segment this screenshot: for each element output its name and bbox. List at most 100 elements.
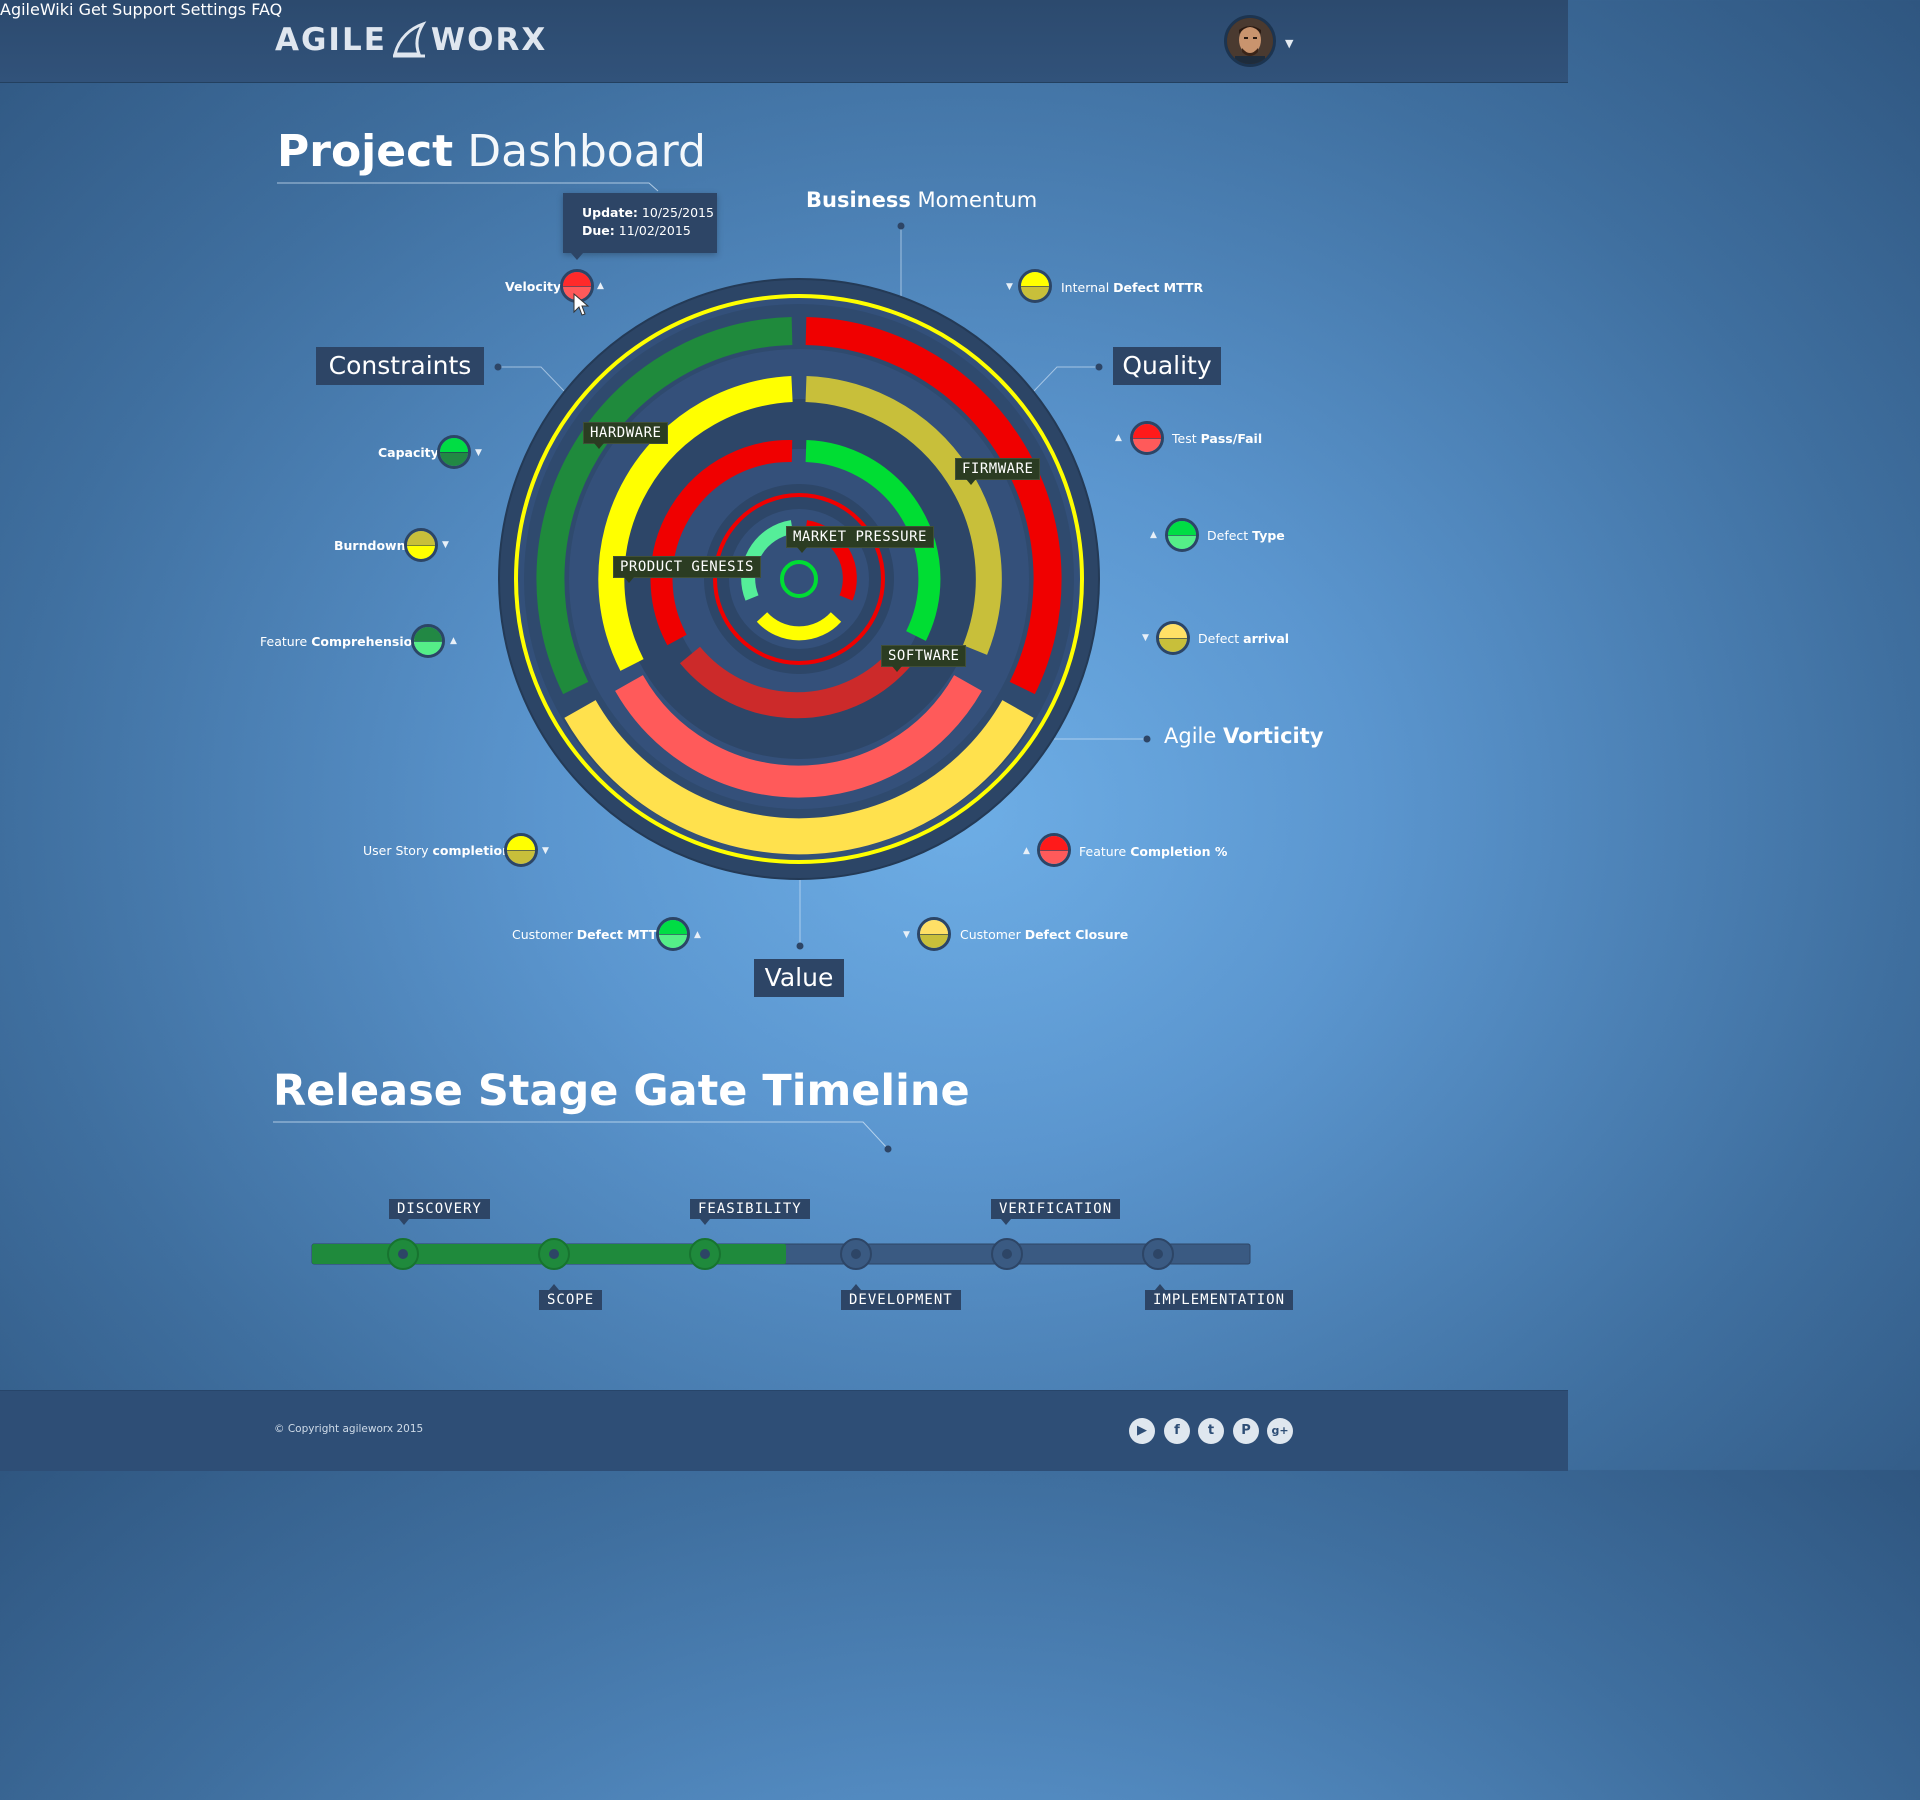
kpi-defect-arrival-indicator[interactable] <box>1156 621 1190 655</box>
kpi-burndown-indicator[interactable] <box>404 528 438 562</box>
page-title-light: Dashboard <box>467 126 706 177</box>
business-momentum-bold: Business <box>806 188 911 212</box>
stage-scope[interactable]: SCOPE <box>539 1284 603 1310</box>
section-value: Value <box>754 959 844 997</box>
stage-verification[interactable]: VERIFICATION <box>991 1199 1121 1225</box>
indicator-divider <box>507 850 535 851</box>
indicator-bottom <box>1040 850 1068 864</box>
stage-development[interactable]: DEVELOPMENT <box>841 1284 961 1310</box>
indicator-top <box>1159 624 1187 638</box>
stage-discovery[interactable]: DISCOVERY <box>389 1199 490 1225</box>
agile-vorticity-heading: Agile Vorticity <box>1164 724 1323 748</box>
ring3-darkred-arc <box>679 646 914 719</box>
ring2-yellow-arc <box>598 376 793 671</box>
nav-faq[interactable]: FAQ <box>251 0 283 19</box>
nav-settings[interactable]: Settings <box>180 0 247 19</box>
indicator-divider <box>1133 438 1161 439</box>
kpi-test-pass-fail-label: Test Pass/Fail <box>1172 431 1263 446</box>
indicator-divider <box>1021 286 1049 287</box>
indicator-divider <box>1159 638 1187 639</box>
indicator-bottom <box>1133 438 1161 452</box>
kpi-velocity-indicator[interactable] <box>560 269 594 303</box>
facebook-icon[interactable]: f <box>1164 1418 1190 1444</box>
kpi-feature-comprehension-trend-icon: ▲ <box>450 636 457 646</box>
logo-text-left: AGILE <box>275 22 387 58</box>
ring-label-market-pressure[interactable]: MARKET PRESSURE <box>786 526 934 553</box>
pinterest-icon[interactable]: P <box>1233 1418 1259 1444</box>
agileworx-logo[interactable]: AGILE WORX <box>275 18 547 62</box>
ring3-red-arc <box>650 439 793 646</box>
agile-vorticity-light: Agile <box>1164 724 1217 748</box>
kpi-feature-completion-label: Feature Completion % <box>1079 844 1228 859</box>
kpi-internal-defect-indicator[interactable] <box>1018 269 1052 303</box>
user-avatar[interactable] <box>1224 15 1276 67</box>
indicator-bottom <box>1159 638 1187 652</box>
ring-label-hardware[interactable]: HARDWARE <box>583 422 669 449</box>
indicator-bottom <box>507 850 535 864</box>
kpi-user-story-trend-icon: ▼ <box>542 846 549 856</box>
timeline-node-dot <box>1002 1249 1012 1259</box>
tooltip-due-value: 11/02/2015 <box>618 223 691 238</box>
ring1-yellow-arc <box>564 700 1034 855</box>
kpi-test-pass-fail-indicator[interactable] <box>1130 421 1164 455</box>
timeline-node-dot <box>700 1249 710 1259</box>
kpi-burndown-trend-icon: ▼ <box>442 540 449 550</box>
kpi-burndown-label: Burndown <box>334 538 406 553</box>
indicator-top <box>659 920 687 934</box>
ring5-mint-arc <box>741 520 794 601</box>
kpi-feature-comprehension-label: Feature Comprehension <box>260 634 422 649</box>
ring-label-product-genesis[interactable]: PRODUCT GENESIS <box>613 556 761 583</box>
indicator-top <box>1021 272 1049 286</box>
section-quality: Quality <box>1113 347 1221 385</box>
copyright-text: © Copyright agileworx 2015 <box>274 1423 424 1435</box>
indicator-bottom <box>414 641 442 655</box>
kpi-customer-defect-closure-trend-icon: ▼ <box>903 930 910 940</box>
avatar-face-icon <box>1227 18 1273 64</box>
indicator-bottom <box>407 545 435 559</box>
kpi-customer-defect-mttr-trend-icon: ▲ <box>694 930 701 940</box>
indicator-top <box>920 920 948 934</box>
timeline-node-dot <box>1153 1249 1163 1259</box>
indicator-bottom <box>1168 535 1196 549</box>
ring-label-firmware[interactable]: FIRMWARE <box>955 458 1041 485</box>
kpi-feature-comprehension-indicator[interactable] <box>411 624 445 658</box>
kpi-feature-completion-trend-icon: ▲ <box>1023 846 1030 856</box>
indicator-top <box>563 272 591 286</box>
stage-feasibility[interactable]: FEASIBILITY <box>690 1199 810 1225</box>
kpi-feature-completion-indicator[interactable] <box>1037 833 1071 867</box>
youtube-icon[interactable]: ▶ <box>1129 1418 1155 1444</box>
kpi-defect-type-label: Defect Type <box>1207 528 1285 543</box>
stage-implementation[interactable]: IMPLEMENTATION <box>1145 1284 1294 1310</box>
kpi-capacity-trend-icon: ▼ <box>475 448 482 458</box>
kpi-velocity-label: Velocity <box>505 279 562 294</box>
avatar-menu-caret[interactable]: ▼ <box>1285 37 1294 50</box>
kpi-user-story-indicator[interactable] <box>504 833 538 867</box>
kpi-customer-defect-mttr-indicator[interactable] <box>656 917 690 951</box>
nav-agilewiki[interactable]: AgileWiki <box>0 0 74 19</box>
ring3-green-arc <box>805 440 941 641</box>
indicator-bottom <box>659 934 687 948</box>
timeline-node-dot <box>398 1249 408 1259</box>
kpi-customer-defect-closure-indicator[interactable] <box>917 917 951 951</box>
logo-text-right: WORX <box>430 22 548 58</box>
indicator-top <box>440 438 468 452</box>
kpi-velocity-trend-icon: ▲ <box>597 281 604 291</box>
timeline-title: Release Stage Gate Timeline <box>273 1066 970 1116</box>
ring5-yellow-arc <box>756 612 842 641</box>
kpi-capacity-indicator[interactable] <box>437 435 471 469</box>
kpi-internal-defect-trend-icon: ▼ <box>1006 282 1013 292</box>
core-green-ring <box>780 560 818 598</box>
google-plus-icon[interactable]: g+ <box>1267 1418 1293 1444</box>
nav-get-support[interactable]: Get Support <box>78 0 176 19</box>
timeline-bar <box>311 1238 1251 1270</box>
ring-label-software[interactable]: SOFTWARE <box>881 645 967 672</box>
footer: © Copyright agileworx 2015 ▶ f t P g+ <box>0 1390 1568 1471</box>
tooltip-due-label: Due: <box>582 223 615 238</box>
kpi-defect-arrival-trend-icon: ▼ <box>1142 633 1149 643</box>
twitter-icon[interactable]: t <box>1198 1418 1224 1444</box>
page-title: Project Dashboard <box>277 126 706 177</box>
kpi-defect-type-indicator[interactable] <box>1165 518 1199 552</box>
indicator-divider <box>659 934 687 935</box>
business-momentum-heading: Business Momentum <box>806 188 1037 212</box>
tooltip-update-label: Update: <box>582 205 638 220</box>
